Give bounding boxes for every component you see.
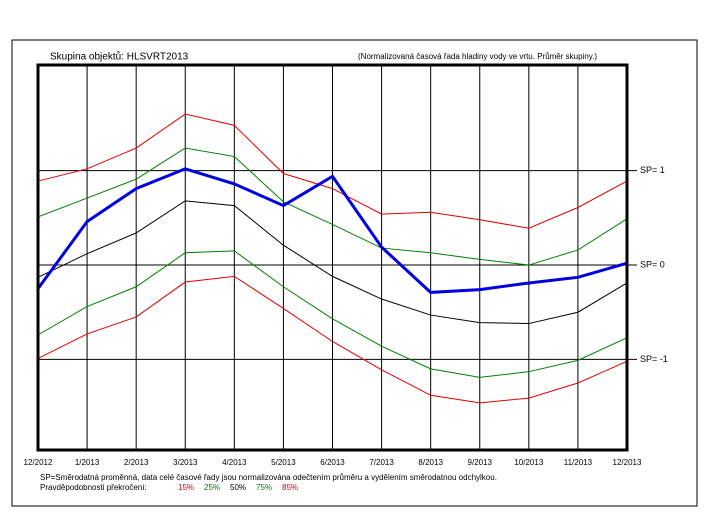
- y-tick-label: SP= 0: [640, 259, 665, 269]
- series-line: [37, 147, 628, 266]
- x-tick-label: 12/2013: [613, 458, 642, 467]
- x-tick-label: 10/2013: [514, 458, 543, 467]
- x-tick-label: 5/2013: [271, 458, 296, 467]
- series-line: [37, 113, 628, 229]
- x-tick-label: 7/2013: [369, 458, 394, 467]
- legend-label: 75%: [256, 483, 272, 492]
- legend-label: 25%: [204, 483, 220, 492]
- legend-title: Pravděpodobnosti překročení:: [40, 483, 147, 492]
- legend-label: 15%: [178, 483, 194, 492]
- x-tick-label: 2/2013: [124, 458, 149, 467]
- x-tick-label: 8/2013: [418, 458, 443, 467]
- y-tick-label: SP= 1: [640, 165, 665, 175]
- x-tick-label: 12/2012: [24, 458, 53, 467]
- x-tick-label: 4/2013: [222, 458, 247, 467]
- x-tick-label: 6/2013: [320, 458, 345, 467]
- note: SP=Směrodatná proměnná, data celé časové…: [40, 473, 497, 482]
- x-tick-label: 3/2013: [173, 458, 198, 467]
- series-line: [37, 275, 628, 404]
- x-tick-label: 11/2013: [564, 458, 593, 467]
- frame: [11, 39, 698, 507]
- chart-title: Skupina objektů: HLSVRT2013: [50, 51, 189, 63]
- x-tick-label: 9/2013: [468, 458, 493, 467]
- y-tick-label: SP= -1: [640, 354, 668, 364]
- series-line: [37, 200, 628, 325]
- plot-border: [36, 63, 629, 452]
- series-line: [36, 167, 628, 294]
- legend-label: 85%: [282, 483, 298, 492]
- chart-subtitle: (Normalizovaná časová řada hladiny vody …: [358, 52, 597, 61]
- x-tick-label: 1/2013: [75, 458, 100, 467]
- legend-label: 50%: [230, 483, 246, 492]
- series-line: [37, 250, 628, 378]
